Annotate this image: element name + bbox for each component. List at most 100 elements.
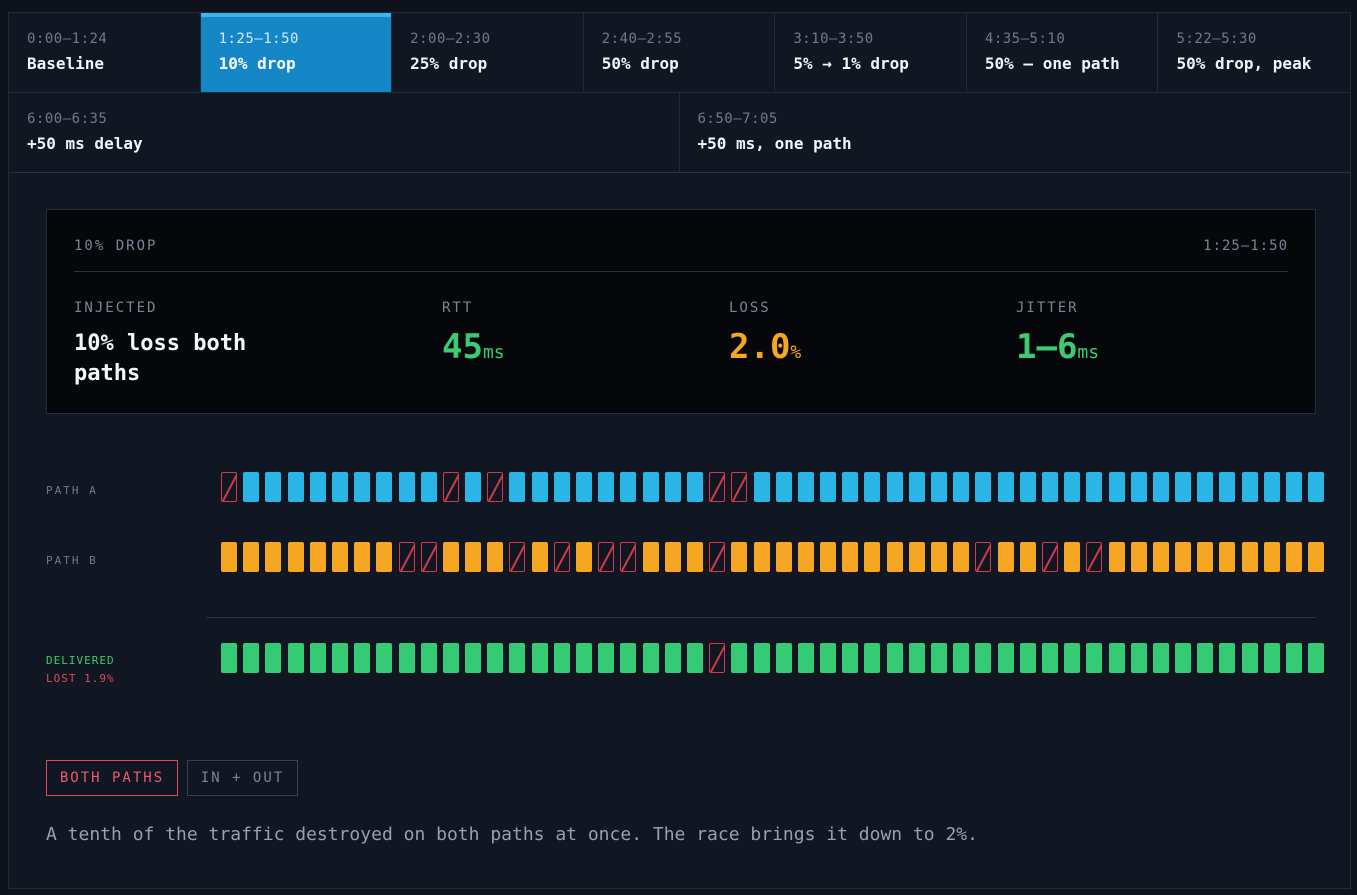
scenario-description: A tenth of the traffic destroyed on both… (46, 824, 978, 845)
path-a-packet (620, 472, 637, 502)
delivered-packet (265, 643, 282, 673)
tab-label: Baseline (27, 54, 105, 73)
path-b-packet (1197, 542, 1214, 572)
path-b-packet (354, 542, 371, 572)
delivered-label: DELIVERED (46, 654, 115, 667)
path-a-label: PATH A (46, 484, 98, 497)
jitter-unit: ms (1077, 342, 1100, 363)
tab-time: 4:35–5:10 (984, 31, 1066, 47)
delivered-packet (908, 643, 925, 673)
delivered-packet (975, 643, 992, 673)
delivered-packet (1130, 643, 1147, 673)
tab-25-drop[interactable]: 2:00–2:30 25% drop (392, 13, 584, 92)
path-b-lost-packet (1086, 542, 1103, 572)
path-a-packet (1241, 472, 1258, 502)
path-b-packet (265, 542, 282, 572)
path-b-lost-packet (420, 542, 437, 572)
tab-50-one-path[interactable]: 4:35–5:10 50% — one path (967, 13, 1159, 92)
path-b-lost-packet (509, 542, 526, 572)
stat-jitter: JITTER 1–6ms (1016, 300, 1099, 370)
path-a-packet (531, 472, 548, 502)
delivered-packet (1041, 643, 1058, 673)
path-b-packet (442, 542, 459, 572)
scenario-tabs-row-1: 0:00–1:24 Baseline 1:25–1:50 10% drop 2:00… (9, 13, 1350, 92)
stat-loss: LOSS 2.0% (729, 300, 801, 370)
path-b-lost-packet (553, 542, 570, 572)
tab-time: 1:25–1:50 (218, 31, 299, 47)
stats-panel: 10% DROP 1:25–1:50 INJECTED 10% loss bot… (46, 209, 1316, 414)
path-a-lost-packet (487, 472, 504, 502)
path-b-packet (465, 542, 482, 572)
tab-50ms-one-path[interactable]: 6:50–7:05 +50 ms, one path (680, 93, 1351, 172)
stat-rtt: RTT 45ms (442, 300, 505, 370)
path-a-packet (997, 472, 1014, 502)
path-a-packet (1219, 472, 1236, 502)
path-b-packet (1064, 542, 1081, 572)
main-frame: 0:00–1:24 Baseline 1:25–1:50 10% drop 2:00… (8, 12, 1351, 889)
tab-label: 5% → 1% drop (793, 54, 909, 73)
path-b-packet (664, 542, 681, 572)
path-a-packet (842, 472, 859, 502)
path-b-packet (820, 542, 837, 572)
stat-label: INJECTED (74, 300, 158, 316)
path-b-packet (1219, 542, 1236, 572)
tab-label: +50 ms, one path (697, 134, 852, 153)
lost-label: LOST 1.9% (46, 672, 115, 685)
path-b-label: PATH B (46, 554, 98, 567)
tab-label: 25% drop (410, 54, 488, 73)
tab-50ms-delay[interactable]: 6:00–6:35 +50 ms delay (9, 93, 680, 172)
delivered-packet (398, 643, 415, 673)
path-a-packet (753, 472, 770, 502)
path-b-packet (731, 542, 748, 572)
delivered-packet (997, 643, 1014, 673)
path-b-packet (842, 542, 859, 572)
path-a-packet (1108, 472, 1125, 502)
path-a-packet (509, 472, 526, 502)
tab-5-to-1-drop[interactable]: 3:10–3:50 5% → 1% drop (775, 13, 967, 92)
path-a-packet (1175, 472, 1192, 502)
delivered-packet (598, 643, 615, 673)
delivered-packets (221, 643, 1325, 673)
tab-50-drop-peak[interactable]: 5:22–5:30 50% drop, peak (1158, 13, 1350, 92)
path-b-packet (1175, 542, 1192, 572)
path-a-packet (664, 472, 681, 502)
path-b-packet (1286, 542, 1302, 572)
delivered-packet (487, 643, 504, 673)
delivered-packet (931, 643, 947, 673)
tab-baseline[interactable]: 0:00–1:24 Baseline (9, 13, 201, 92)
both-paths-button[interactable]: BOTH PATHS (46, 760, 178, 796)
path-a-packet (1197, 472, 1214, 502)
path-b-packet (1241, 542, 1258, 572)
tab-10-drop[interactable]: 1:25–1:50 10% drop (200, 13, 393, 92)
delivered-packet (509, 643, 526, 673)
delivered-packet (1263, 643, 1280, 673)
delivered-packet (1175, 643, 1192, 673)
panel-time-range: 1:25–1:50 (1203, 238, 1288, 254)
delivered-packet (731, 643, 748, 673)
stat-value: 10% loss both paths (74, 331, 247, 386)
path-a-packet (908, 472, 925, 502)
path-a-packet (975, 472, 992, 502)
path-b-packet (1108, 542, 1125, 572)
path-b-lost-packet (620, 542, 637, 572)
tab-label: 50% — one path (984, 54, 1120, 73)
tab-time: 2:00–2:30 (410, 31, 491, 47)
path-a-packet (553, 472, 570, 502)
path-a-packet (265, 472, 282, 502)
path-a-packet (931, 472, 947, 502)
tab-50-drop[interactable]: 2:40–2:55 50% drop (584, 13, 776, 92)
path-b-packet (1130, 542, 1147, 572)
in-out-button[interactable]: IN + OUT (187, 760, 298, 796)
stat-label: RTT (442, 300, 474, 316)
path-b-packet (1263, 542, 1280, 572)
loss-number: 2.0 (729, 327, 791, 367)
delivered-packet (287, 643, 304, 673)
delivered-packet (753, 643, 770, 673)
path-b-packet (1019, 542, 1036, 572)
tab-time: 6:50–7:05 (697, 111, 778, 127)
path-a-packet (331, 472, 348, 502)
tab-label: +50 ms delay (27, 134, 143, 153)
path-b-packet (1308, 542, 1325, 572)
delivered-packet (420, 643, 437, 673)
delivered-packet (686, 643, 703, 673)
